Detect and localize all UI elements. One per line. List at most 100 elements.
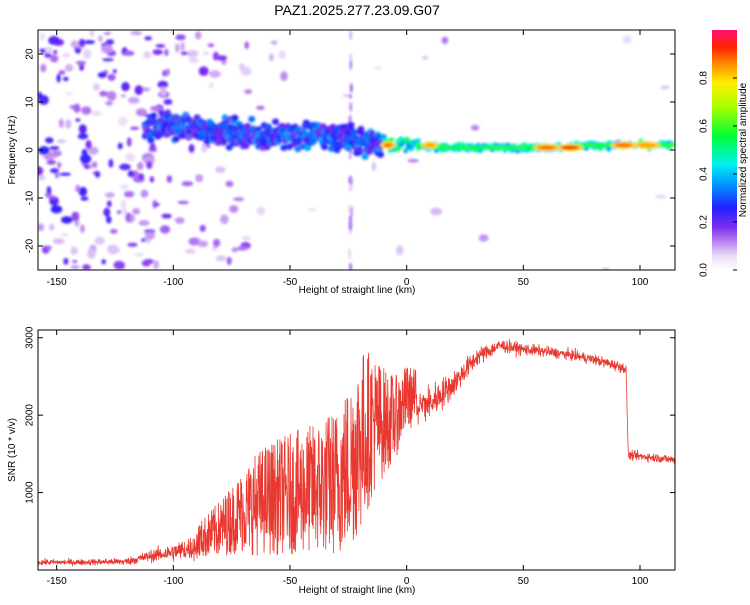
heatmap-speckle	[78, 38, 86, 48]
snr-x-axis-label: Height of straight line (km)	[299, 585, 416, 596]
heatmap-speckle	[47, 151, 54, 161]
heatmap-speckle	[240, 66, 252, 77]
heatmap-speckle	[217, 55, 227, 61]
heatmap-speckle	[99, 90, 108, 97]
heatmap-speckle	[65, 119, 72, 129]
heatmap-speckle	[144, 36, 153, 41]
heatmap-speckle	[236, 246, 248, 251]
heatmap-speckle	[307, 208, 317, 212]
spectrogram-x-tick-label: 0	[404, 277, 410, 288]
heatmap-speckle	[127, 242, 138, 247]
heatmap-speckle	[135, 108, 147, 117]
heatmap-speckle	[101, 44, 113, 54]
heatmap-speckle	[280, 71, 288, 81]
heatmap-speckle	[143, 155, 155, 165]
heatmap-speckle	[98, 35, 103, 42]
heatmap-speckle	[64, 63, 74, 72]
heatmap-speckle	[73, 103, 81, 114]
heatmap-speckle	[213, 238, 221, 248]
heatmap-speckle	[349, 153, 352, 160]
heatmap-speckle	[226, 256, 232, 266]
heatmap-ridge-cell	[260, 138, 268, 145]
heatmap-speckle	[87, 248, 96, 259]
heatmap-speckle	[77, 133, 89, 140]
heatmap-speckle	[348, 247, 351, 260]
heatmap-speckle	[134, 252, 144, 257]
colorbar-label: Normalized spectral amplitude	[738, 82, 749, 217]
heatmap-speckle	[123, 50, 135, 56]
heatmap-speckle	[119, 163, 131, 171]
chart-title: PAZ1.2025.277.23.09.G07	[274, 2, 440, 18]
heatmap-speckle	[149, 176, 155, 183]
heatmap-speckle	[175, 34, 186, 41]
snr-panel: -150 -100 -50 0 50 100 1000 2000 3000 Height of …	[7, 326, 676, 596]
heatmap-speckle	[56, 73, 61, 83]
heatmap-speckle	[197, 240, 209, 248]
heatmap-speckle	[106, 200, 112, 208]
heatmap-speckle	[157, 80, 169, 89]
heatmap-speckle	[180, 51, 188, 56]
snr-frame	[37, 329, 676, 571]
heatmap-speckle	[349, 219, 352, 231]
heatmap-speckle	[38, 166, 44, 176]
heatmap-speckle	[144, 231, 156, 240]
heatmap-speckle	[655, 195, 667, 199]
heatmap-speckle	[49, 168, 60, 174]
heatmap-speckle	[198, 66, 209, 76]
heatmap-speckle	[660, 85, 670, 90]
heatmap-speckle	[153, 203, 160, 206]
heatmap-speckle	[470, 124, 480, 131]
heatmap-speckle	[63, 257, 69, 265]
heatmap-speckle	[199, 224, 206, 232]
heatmap-speckle	[80, 154, 92, 164]
heatmap-speckle	[75, 118, 81, 122]
snr-x-tick-label: 50	[518, 576, 530, 587]
heatmap-speckle	[141, 260, 151, 267]
heatmap-speckle	[212, 51, 220, 61]
heatmap-speckle	[110, 228, 118, 234]
heatmap-speckle	[373, 66, 383, 70]
heatmap-speckle	[143, 51, 152, 59]
heatmap-ridge-cell	[225, 144, 233, 151]
spectrogram-y-tick-label: 0	[25, 147, 36, 153]
colorbar-tick-label: 0.8	[699, 71, 710, 85]
heatmap-hotspot	[638, 143, 656, 148]
heatmap-speckle	[407, 158, 419, 163]
snr-y-tick-label: 2000	[25, 404, 36, 427]
heatmap-speckle	[117, 116, 128, 127]
heatmap-speckle	[134, 85, 143, 96]
spectrogram-y-axis-label: Frequency (Hz)	[7, 116, 18, 185]
heatmap-speckle	[50, 205, 63, 214]
heatmap-speckle	[349, 94, 352, 99]
heatmap-speckle	[422, 55, 429, 61]
heatmap-ridge-core	[669, 143, 675, 148]
heatmap-speckle	[166, 175, 173, 183]
heatmap-ridge-cell	[172, 135, 180, 143]
heatmap-speckle	[130, 30, 143, 36]
heatmap-speckle	[84, 165, 91, 169]
spectrogram-x-tick-label: 50	[518, 277, 530, 288]
heatmap-ridge-cell	[361, 153, 369, 160]
heatmap-speckle	[622, 35, 632, 44]
heatmap-speckle	[164, 48, 169, 57]
heatmap-speckle	[268, 53, 274, 62]
heatmap-speckle	[59, 172, 72, 176]
heatmap-speckle	[349, 186, 352, 192]
spectrogram-x-tick-label: -50	[283, 277, 298, 288]
heatmap-ridge-cell	[347, 121, 355, 129]
heatmap-speckle	[127, 170, 135, 178]
heatmap-speckle	[48, 195, 57, 200]
heatmap-speckle	[180, 42, 185, 51]
colorbar-tick-label: 0.0	[699, 263, 710, 277]
heatmap-speckle	[106, 216, 112, 224]
heatmap-speckle	[149, 143, 156, 152]
heatmap-speckle	[49, 223, 55, 231]
heatmap-speckle	[132, 208, 141, 215]
heatmap-speckle	[153, 260, 160, 270]
heatmap-speckle	[181, 181, 194, 187]
heatmap-speckle	[91, 110, 102, 117]
heatmap-speckle	[61, 216, 73, 224]
heatmap-speckle	[71, 211, 80, 222]
